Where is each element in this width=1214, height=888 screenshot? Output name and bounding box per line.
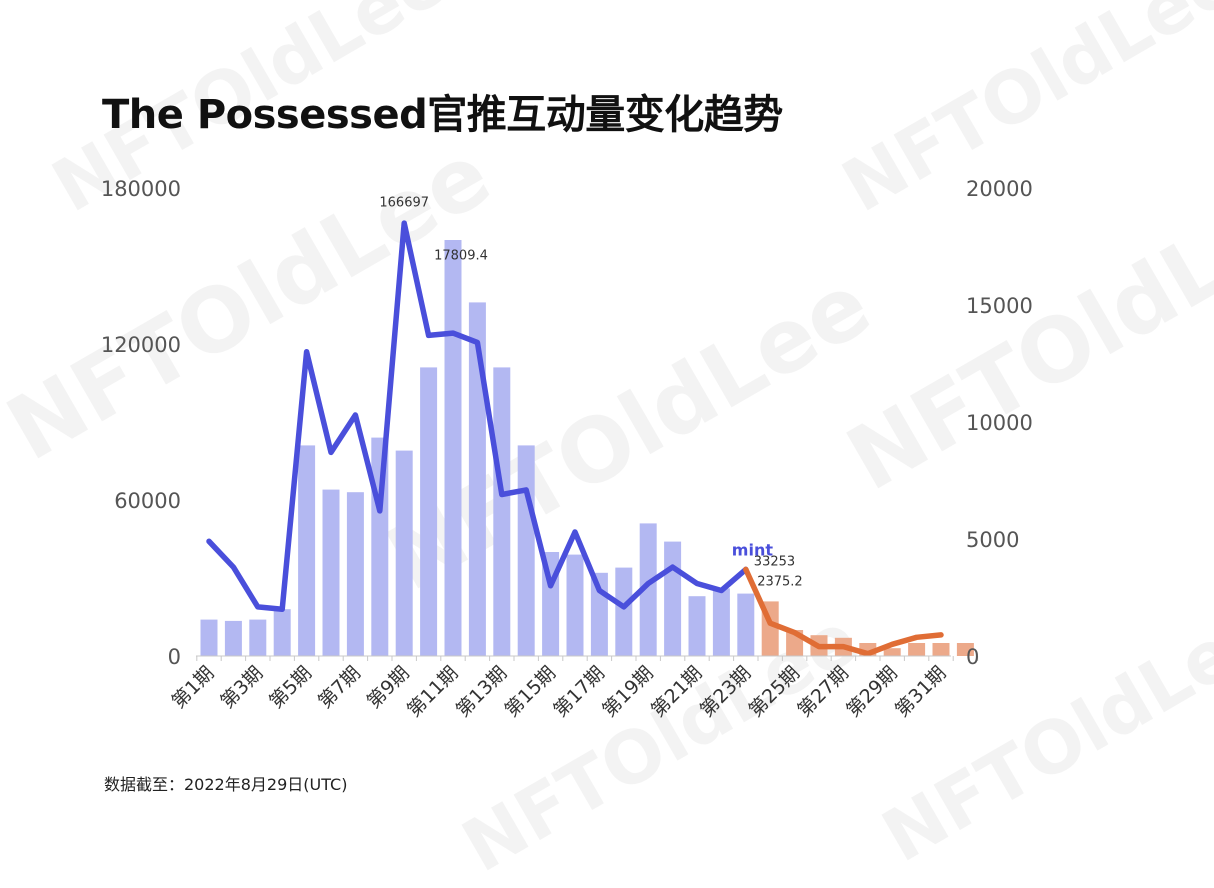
- right-axis-tick-label: 0: [966, 645, 979, 669]
- data-label: 166697: [379, 196, 429, 211]
- bar: [200, 619, 218, 656]
- bar: [224, 620, 242, 656]
- x-tick-label: 第15期: [501, 662, 561, 722]
- bar: [615, 567, 633, 656]
- x-tick-label: 第3期: [216, 662, 267, 713]
- x-tick-label: 第31期: [891, 662, 951, 722]
- bar: [517, 445, 535, 656]
- bar: [664, 541, 682, 656]
- bar: [712, 588, 730, 656]
- left-axis-tick-label: 60000: [114, 489, 181, 513]
- x-tick-label: 第13期: [452, 662, 512, 722]
- lines-layer: [206, 220, 944, 657]
- bar: [346, 492, 364, 656]
- data-label: 17809.4: [434, 248, 488, 263]
- footnote: 数据截至：2022年8月29日(UTC): [104, 775, 348, 794]
- x-tick-label: 第21期: [647, 662, 707, 722]
- line-series-pre-mint: [206, 220, 749, 612]
- bar: [395, 450, 413, 656]
- chart-title: The Possessed官推互动量变化趋势: [102, 92, 783, 138]
- x-tick-label: 第29期: [842, 662, 902, 722]
- left-axis-tick-label: 120000: [101, 333, 181, 357]
- bar: [908, 643, 926, 656]
- bar: [956, 643, 974, 656]
- bar: [298, 445, 316, 656]
- right-axis-tick-label: 5000: [966, 528, 1019, 552]
- x-tick-label: 第7期: [314, 662, 365, 713]
- bar: [883, 648, 901, 656]
- x-tick-label: 第19期: [598, 662, 658, 722]
- x-tick-label: 第11期: [403, 662, 463, 722]
- bar: [273, 609, 291, 656]
- mint-label: mint: [732, 540, 774, 559]
- bar: [932, 643, 950, 656]
- bar: [249, 619, 267, 656]
- x-tick-label: 第17期: [549, 662, 609, 722]
- bar: [688, 596, 706, 656]
- left-axis-tick-label: 180000: [101, 177, 181, 201]
- bars-layer: [200, 240, 974, 656]
- bar: [420, 367, 438, 656]
- axes-layer: [196, 655, 979, 661]
- bar: [639, 523, 657, 656]
- x-tick-label: 第23期: [696, 662, 756, 722]
- left-axis-tick-label: 0: [168, 645, 181, 669]
- x-tick-label: 第25期: [745, 662, 805, 722]
- data-label: 2375.2: [757, 574, 803, 589]
- chart: 0 60000 120000 180000 0 5000 10000 15000 20000 第1…: [101, 177, 1033, 722]
- x-tick-label: 第1期: [168, 662, 219, 713]
- x-tick-label: 第5期: [265, 662, 316, 713]
- right-axis-tick-label: 20000: [966, 177, 1033, 201]
- line-series-post-mint: [743, 566, 944, 657]
- bar: [493, 367, 511, 656]
- data-label: 33253: [754, 555, 795, 570]
- right-axis-tick-label: 10000: [966, 411, 1033, 435]
- bar: [444, 240, 462, 656]
- bar: [468, 302, 486, 656]
- bar: [566, 554, 584, 656]
- bar: [737, 593, 755, 656]
- right-axis-tick-label: 15000: [966, 294, 1033, 318]
- x-tick-label: 第27期: [793, 662, 853, 722]
- bar: [322, 489, 340, 656]
